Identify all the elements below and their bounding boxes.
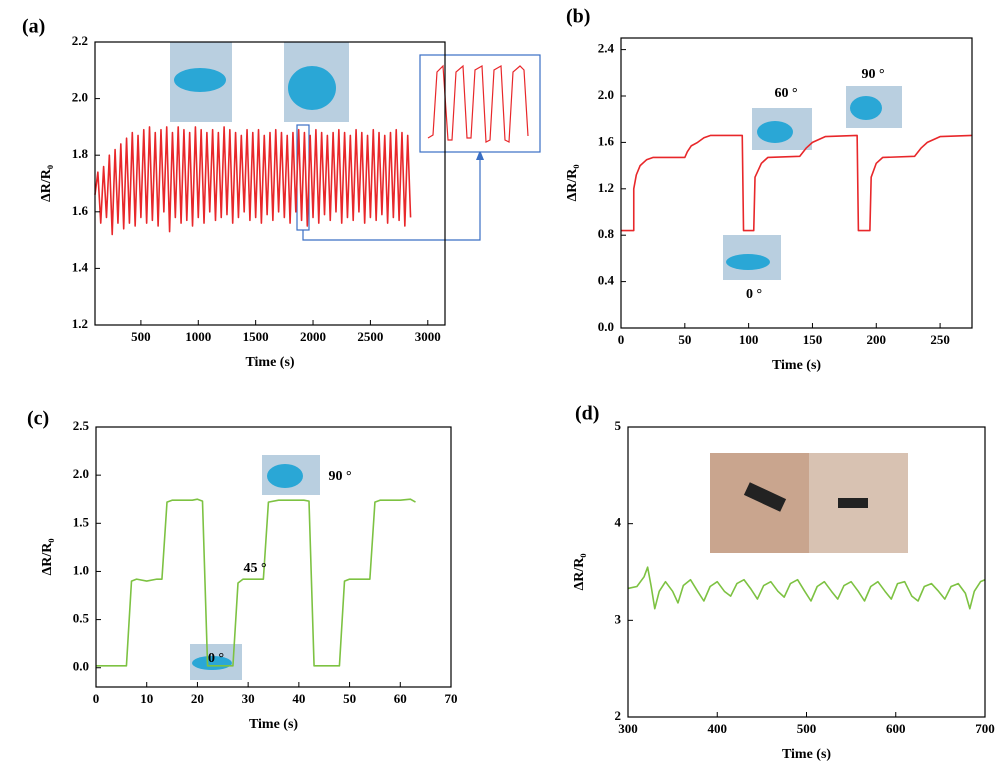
panel-label: (b) [566,6,590,28]
plot-frame [621,38,972,328]
x-tick-label: 500 [131,329,151,344]
x-tick-label: 250 [930,332,950,347]
photo-hand [757,121,793,143]
y-tick-label: 0.0 [73,659,89,674]
y-tick-label: 0.0 [598,319,614,334]
x-tick-label: 30 [242,691,255,706]
x-tick-label: 1000 [185,329,211,344]
y-tick-label: 1.6 [72,203,89,218]
y-tick-label: 0.4 [598,273,615,288]
y-tick-label: 2.0 [598,87,614,102]
y-axis-title: ΔR/R₀ [572,553,587,590]
y-tick-label: 2.0 [72,90,88,105]
panel: (a) 500 1000 1500 2000 2500 3000 1.2 1.4 1.6 1.8 2.… [22,16,445,371]
y-tick-label: 2.5 [73,418,90,433]
figure: (a)500100015002000250030001.21.41.61.82.… [0,0,1002,771]
data-line [96,499,416,666]
x-axis-title: Time (s) [772,358,821,373]
photo-hand [267,464,303,488]
x-tick-label: 50 [678,332,691,347]
data-line [628,567,985,609]
x-tick-label: 50 [343,691,356,706]
x-axis-title: Time (s) [249,717,298,732]
x-axis-title: Time (s) [245,355,294,370]
photo-hand [726,254,770,270]
y-tick-label: 1.2 [72,316,88,331]
annotation: 90 ° [861,67,884,82]
y-axis-title: ΔR/R₀ [40,538,55,575]
y-tick-label: 1.6 [598,133,615,148]
x-tick-label: 200 [867,332,887,347]
y-tick-label: 5 [615,418,622,433]
annotation: 45 ° [243,561,266,576]
y-tick-label: 4 [615,515,622,530]
y-tick-label: 2.2 [72,33,88,48]
panel: (c) 0 10 20 30 40 50 60 70 0.0 0.5 1.0 1.5 2.0 2.5 Time… [27,408,458,733]
x-tick-label: 70 [445,691,458,706]
x-tick-label: 40 [292,691,305,706]
x-tick-label: 100 [739,332,759,347]
annotation: 0 ° [208,651,224,666]
annotation: 0 ° [746,287,762,302]
panel-label: (d) [575,403,599,425]
y-axis-title: ΔR/R₀ [39,165,54,202]
y-tick-label: 2 [615,708,622,723]
panel-label: (c) [27,408,49,430]
y-tick-label: 1.8 [72,146,89,161]
photo [710,453,809,553]
photo-hand [174,68,226,92]
y-tick-label: 3 [615,611,622,626]
x-tick-label: 3000 [415,329,441,344]
x-tick-label: 300 [618,721,638,736]
y-axis-title: ΔR/R₀ [565,164,580,201]
x-tick-label: 400 [708,721,728,736]
panel: (b) 0 50 100 150 200 250 0.0 0.4 0.8 1.2 1.6 2.0 2.4 T… [565,6,972,374]
y-tick-label: 0.8 [598,226,615,241]
x-tick-label: 20 [191,691,204,706]
x-tick-label: 10 [140,691,153,706]
y-tick-label: 1.5 [73,514,90,529]
data-line [95,127,411,235]
y-tick-label: 1.2 [598,180,614,195]
y-tick-label: 2.0 [73,466,89,481]
x-tick-label: 1500 [243,329,269,344]
x-tick-label: 700 [975,721,995,736]
x-tick-label: 60 [394,691,407,706]
x-tick-label: 0 [618,332,625,347]
annotation: 60 ° [774,86,797,101]
inset-box [420,55,540,152]
x-tick-label: 600 [886,721,906,736]
annotation: 90 ° [328,469,351,484]
x-tick-label: 2500 [357,329,383,344]
photo-hand [850,96,882,120]
y-tick-label: 2.4 [598,41,615,56]
x-tick-label: 150 [803,332,823,347]
x-tick-label: 500 [797,721,817,736]
y-tick-label: 1.4 [72,259,89,274]
photo-sensor [838,498,868,508]
panel-label: (a) [22,16,45,38]
y-tick-label: 1.0 [73,562,89,577]
x-axis-title: Time (s) [782,747,831,762]
y-tick-label: 0.5 [73,611,90,626]
photo-hand [288,66,336,110]
x-tick-label: 2000 [300,329,326,344]
x-tick-label: 0 [93,691,100,706]
